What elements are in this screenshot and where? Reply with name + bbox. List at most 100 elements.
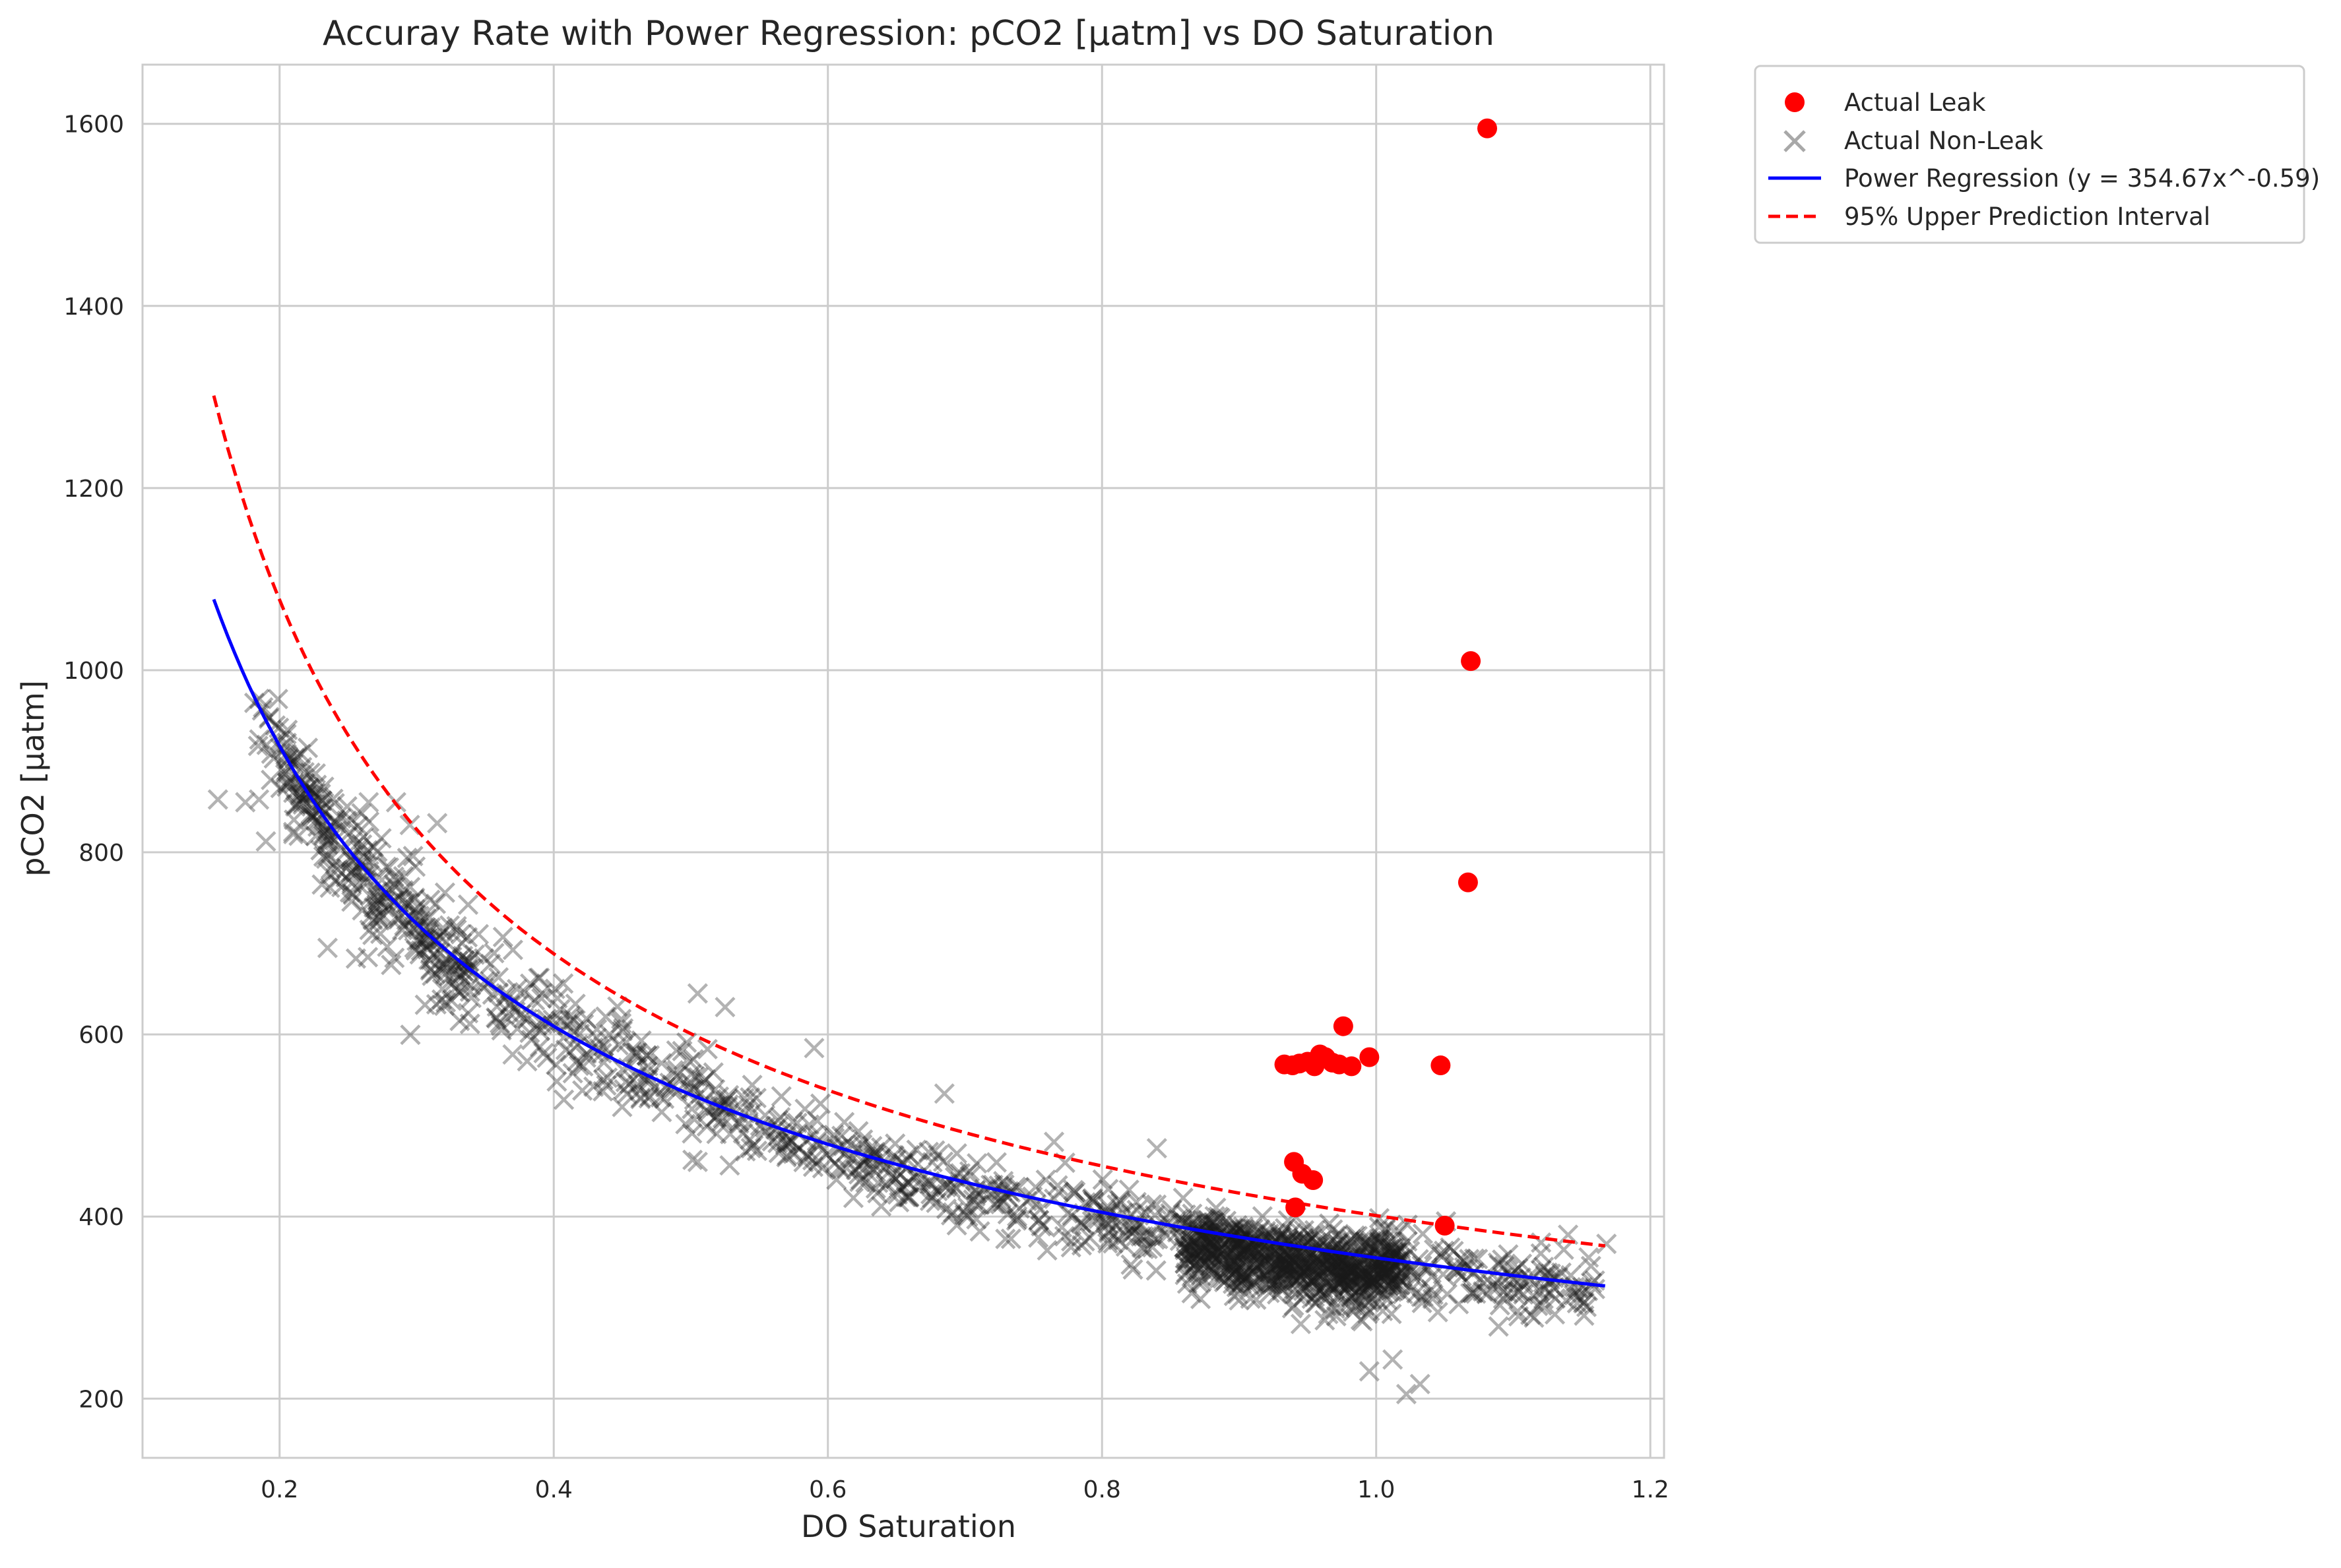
nonleak-point xyxy=(317,937,338,958)
nonleak-point xyxy=(1381,1303,1402,1325)
nonleak-point xyxy=(845,1159,866,1181)
nonleak-point xyxy=(1421,1279,1442,1300)
nonleak-point xyxy=(433,922,454,943)
nonleak-point xyxy=(1246,1255,1267,1276)
nonleak-point xyxy=(1330,1269,1351,1290)
nonleak-point xyxy=(1533,1256,1555,1278)
nonleak-point xyxy=(391,920,413,941)
nonleak-point xyxy=(934,1083,955,1104)
nonleak-point xyxy=(426,993,447,1015)
nonleak-point xyxy=(1259,1271,1280,1292)
nonleak-point xyxy=(1386,1238,1407,1260)
nonleak-point xyxy=(1285,1253,1306,1274)
nonleak-point xyxy=(1110,1190,1131,1211)
nonleak-point xyxy=(1222,1239,1243,1261)
nonleak-point xyxy=(1291,1267,1312,1288)
nonleak-point xyxy=(406,930,428,951)
nonleak-point xyxy=(1352,1262,1373,1283)
nonleak-point xyxy=(362,924,383,945)
nonleak-point xyxy=(457,894,479,916)
nonleak-point xyxy=(1321,1256,1342,1277)
data-layer xyxy=(207,118,1617,1404)
nonleak-point xyxy=(1262,1274,1283,1296)
nonleak-point xyxy=(1368,1264,1389,1285)
nonleak-point xyxy=(1285,1278,1306,1300)
nonleak-point xyxy=(1246,1249,1267,1270)
nonleak-point xyxy=(1312,1278,1333,1299)
nonleak-point xyxy=(1384,1246,1405,1267)
nonleak-point xyxy=(852,1129,874,1150)
nonleak-point xyxy=(1308,1257,1330,1278)
nonleak-point xyxy=(1326,1261,1347,1282)
nonleak-point xyxy=(1380,1261,1401,1282)
nonleak-point xyxy=(1390,1238,1411,1259)
nonleak-point xyxy=(550,999,571,1020)
nonleak-point xyxy=(1097,1230,1118,1251)
nonleak-point xyxy=(357,872,378,893)
nonleak-point xyxy=(1254,1265,1275,1286)
nonleak-point xyxy=(633,1069,655,1090)
nonleak-point xyxy=(400,877,421,898)
nonleak-point xyxy=(918,1141,940,1162)
nonleak-point xyxy=(680,1063,702,1085)
nonleak-point xyxy=(1578,1247,1599,1268)
nonleak-point xyxy=(1277,1260,1298,1282)
nonleak-point xyxy=(1256,1265,1277,1286)
nonleak-point xyxy=(453,945,474,966)
nonleak-point xyxy=(706,1123,727,1145)
nonleak-point xyxy=(1260,1241,1281,1263)
nonleak-point xyxy=(1271,1280,1293,1301)
nonleak-point xyxy=(969,1221,990,1242)
nonleak-point xyxy=(562,1063,583,1084)
nonleak-point xyxy=(318,824,339,846)
nonleak-point xyxy=(528,968,549,989)
nonleak-point xyxy=(370,923,391,945)
nonleak-point xyxy=(461,988,482,1009)
nonleak-point xyxy=(1214,1227,1235,1248)
nonleak-point xyxy=(1454,1257,1475,1278)
nonleak-point xyxy=(1374,1259,1395,1281)
nonleak-point xyxy=(1327,1253,1349,1274)
nonleak-point xyxy=(807,1110,828,1131)
nonleak-point xyxy=(1209,1268,1230,1289)
nonleak-point xyxy=(1531,1295,1553,1316)
nonleak-point xyxy=(1340,1266,1361,1287)
nonleak-point xyxy=(1192,1241,1213,1263)
nonleak-point xyxy=(1431,1246,1452,1267)
nonleak-point xyxy=(1334,1265,1355,1286)
nonleak-point xyxy=(782,1112,804,1133)
nonleak-point xyxy=(1364,1269,1385,1290)
nonleak-point xyxy=(893,1153,914,1174)
nonleak-point xyxy=(1447,1261,1468,1282)
nonleak-point xyxy=(1106,1194,1128,1215)
nonleak-point xyxy=(1406,1282,1427,1304)
nonleak-point xyxy=(1073,1214,1095,1236)
nonleak-point xyxy=(342,883,364,904)
nonleak-point xyxy=(885,1168,906,1190)
nonleak-point xyxy=(1202,1258,1223,1280)
nonleak-point xyxy=(1183,1230,1204,1251)
nonleak-point xyxy=(1504,1283,1525,1304)
nonleak-point xyxy=(259,706,280,728)
nonleak-point xyxy=(1234,1268,1255,1289)
nonleak-point xyxy=(1301,1288,1322,1309)
nonleak-point xyxy=(553,1027,574,1048)
nonleak-point xyxy=(1351,1267,1372,1288)
nonleak-point xyxy=(1285,1259,1306,1280)
nonleak-point xyxy=(1217,1259,1238,1280)
nonleak-point xyxy=(1345,1265,1366,1286)
y-tick-label: 600 xyxy=(79,1022,124,1049)
nonleak-point xyxy=(946,1143,967,1164)
nonleak-point xyxy=(420,949,441,970)
nonleak-point xyxy=(348,862,369,883)
nonleak-point xyxy=(1201,1244,1222,1265)
nonleak-point xyxy=(1343,1232,1364,1253)
nonleak-point xyxy=(829,1157,850,1178)
nonleak-point xyxy=(1461,1263,1483,1284)
nonleak-point xyxy=(1006,1206,1028,1227)
nonleak-point xyxy=(1195,1210,1216,1232)
nonleak-point xyxy=(1275,1250,1297,1272)
nonleak-point xyxy=(563,1021,585,1042)
nonleak-point xyxy=(1476,1284,1497,1305)
